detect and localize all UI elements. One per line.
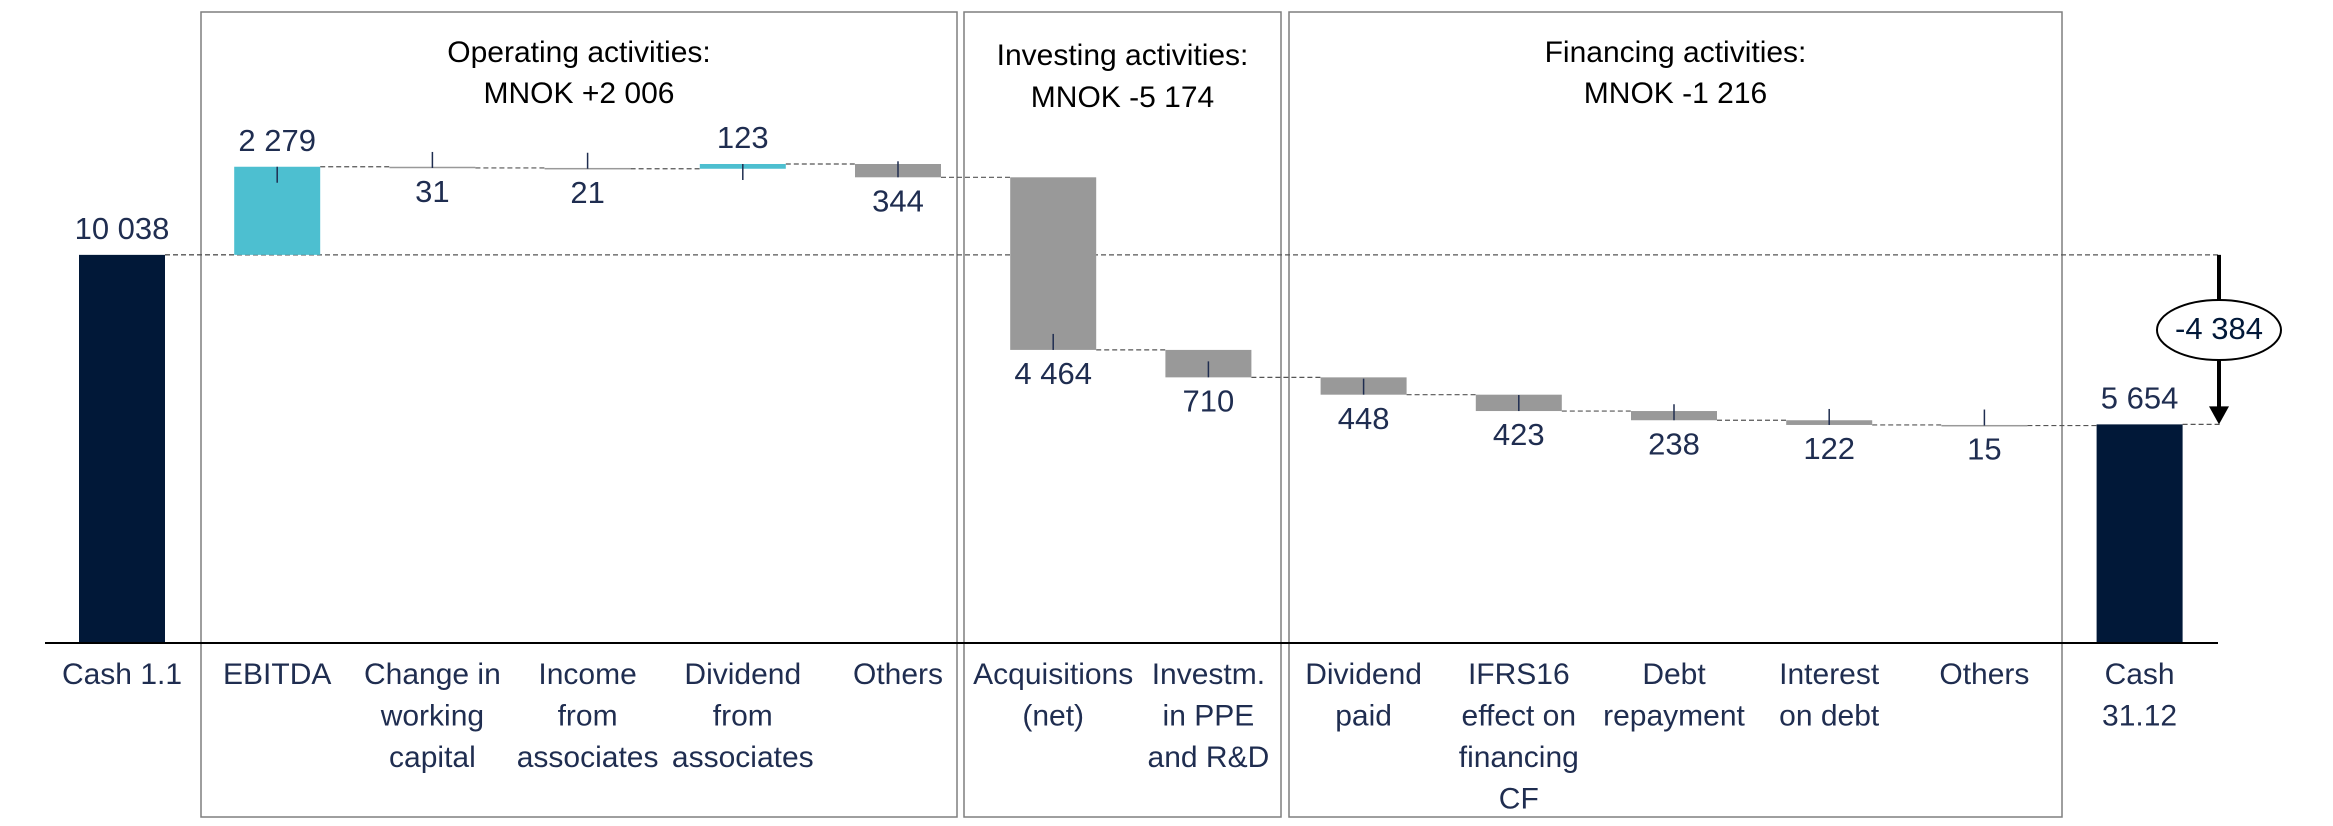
value-label: 4 464 — [1014, 356, 1092, 391]
group-title: Operating activities: — [447, 36, 710, 69]
group-subtitle: MNOK -5 174 — [1031, 81, 1214, 114]
value-label: 31 — [415, 174, 449, 209]
category-label: Debt — [1642, 658, 1706, 691]
category-label: Income — [538, 658, 636, 691]
group-title: Investing activities: — [997, 39, 1249, 72]
category-label: Change in — [364, 658, 501, 691]
category-label: repayment — [1603, 699, 1745, 732]
category-label: EBITDA — [223, 658, 331, 691]
background — [0, 0, 2333, 821]
category-label: Dividend — [1305, 658, 1422, 691]
group-subtitle: MNOK -1 216 — [1584, 77, 1767, 110]
category-label: Cash 1.1 — [62, 658, 182, 691]
value-label: 448 — [1338, 401, 1390, 436]
value-label: 5 654 — [2101, 381, 2179, 416]
category-label: Others — [1939, 658, 2029, 691]
category-label: Investm. — [1152, 658, 1265, 691]
value-label: 21 — [570, 175, 604, 210]
value-label: 10 038 — [75, 211, 170, 246]
category-label: financing — [1459, 741, 1579, 774]
bar — [79, 255, 165, 643]
category-label: Interest — [1779, 658, 1880, 691]
bar — [2097, 424, 2183, 643]
value-label: 423 — [1493, 417, 1545, 452]
category-label: Dividend — [684, 658, 801, 691]
category-label: 31.12 — [2102, 699, 2177, 732]
category-label: associates — [672, 741, 814, 774]
category-label: effect on — [1462, 699, 1577, 732]
category-label: IFRS16 — [1468, 658, 1570, 691]
category-label: working — [380, 699, 484, 732]
value-label: 344 — [872, 183, 924, 218]
category-label: associates — [517, 741, 659, 774]
group-title: Financing activities: — [1545, 36, 1807, 69]
bar — [1010, 177, 1096, 350]
value-label: 15 — [1967, 432, 2001, 467]
value-label: 122 — [1803, 431, 1855, 466]
category-label: in PPE — [1163, 699, 1255, 732]
category-label: paid — [1335, 699, 1392, 732]
category-label: Others — [853, 658, 943, 691]
chart: Operating activities: MNOK +2 006 Investin… — [0, 0, 2333, 821]
annotation-label: -4 384 — [2175, 311, 2263, 346]
category-label: CF — [1499, 782, 1539, 815]
value-label: 2 279 — [238, 123, 316, 158]
category-label: capital — [389, 741, 476, 774]
category-label: Cash — [2105, 658, 2175, 691]
category-label: on debt — [1779, 699, 1880, 732]
page: Operating activities: MNOK +2 006 Investin… — [0, 0, 2333, 821]
category-label: from — [713, 699, 773, 732]
value-label: 238 — [1648, 426, 1700, 461]
category-label: and R&D — [1148, 741, 1270, 774]
category-label: from — [558, 699, 618, 732]
value-label: 710 — [1183, 384, 1235, 419]
value-label: 123 — [717, 120, 769, 155]
category-label: Acquisitions — [973, 658, 1133, 691]
group-subtitle: MNOK +2 006 — [484, 77, 675, 110]
category-label: (net) — [1022, 699, 1084, 732]
